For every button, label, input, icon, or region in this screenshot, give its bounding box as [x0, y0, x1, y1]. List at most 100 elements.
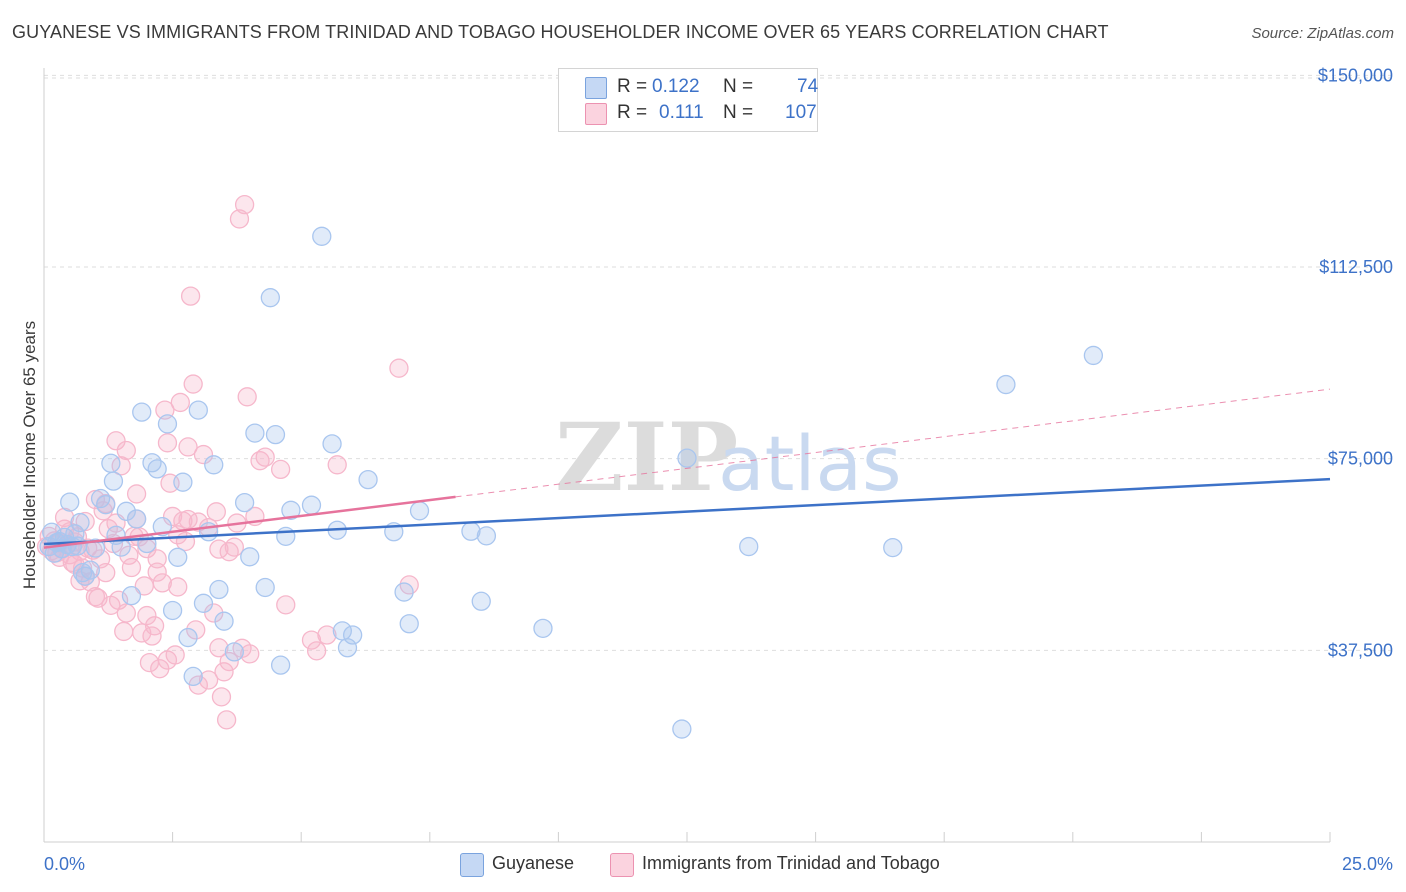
guyanese-point: [260, 288, 280, 308]
trinidad-point: [198, 670, 219, 690]
trinidad-point: [183, 374, 203, 394]
guyanese-point: [204, 455, 224, 475]
trinidad-point: [224, 537, 244, 557]
bottom-legend-swatch-trinidad: [610, 853, 634, 877]
guyanese-point: [672, 719, 692, 739]
guyanese-point: [342, 625, 363, 645]
guyanese-point: [90, 488, 111, 509]
legend-n-value: 74: [797, 76, 819, 97]
legend-r-label: R =: [617, 102, 648, 123]
series-guyanese-points: [39, 226, 1104, 739]
trinidad-trend-line: [43, 495, 456, 549]
y-tick-label: $75,000: [1328, 449, 1393, 469]
guyanese-point: [67, 536, 88, 556]
trinidad-point: [306, 641, 327, 661]
guyanese-point: [75, 566, 95, 586]
guyanese-point: [183, 666, 203, 687]
guyanese-point: [301, 495, 322, 515]
axes: [43, 68, 1331, 843]
trinidad-point: [116, 603, 136, 623]
trinidad-point: [157, 433, 178, 453]
guyanese-point: [224, 642, 244, 662]
trinidad-point: [186, 620, 206, 640]
guyanese-point: [60, 492, 80, 512]
guyanese-point: [358, 469, 378, 490]
guyanese-point: [276, 526, 296, 547]
trinidad-point: [114, 621, 134, 642]
legend-r-value: 0.122: [652, 76, 700, 97]
bottom-legend-label-guyanese: Guyanese: [492, 853, 575, 873]
x-tick-label: 0.0%: [44, 854, 85, 874]
guyanese-trend-line: [43, 477, 1331, 546]
guyanese-point: [72, 562, 93, 583]
trinidad-point: [255, 447, 275, 467]
guyanese-point: [96, 495, 116, 515]
trinidad-point: [327, 455, 347, 475]
trinidad-point: [206, 502, 226, 522]
guyanese-point: [471, 591, 491, 611]
legend-swatch-trinidad: [585, 103, 607, 125]
trinidad-point: [162, 506, 183, 527]
trinidad-point: [137, 605, 157, 626]
guyanese-point: [322, 434, 342, 454]
trinidad-point: [301, 630, 322, 650]
trinidad-point: [121, 557, 142, 578]
trinidad-point: [317, 625, 337, 645]
guyanese-point: [70, 512, 90, 533]
trinidad-point: [170, 392, 190, 413]
guyanese-point: [245, 423, 265, 443]
bottom-legend-label-trinidad: Immigrants from Trinidad and Tobago: [642, 853, 940, 873]
guyanese-point: [147, 459, 167, 479]
trinidad-point: [168, 577, 188, 597]
trinidad-point: [211, 687, 232, 707]
trinidad-point: [216, 710, 237, 730]
trinidad-point: [178, 437, 198, 457]
trinidad-point: [180, 286, 201, 306]
tick-labels: $37,500 $75,000 $112,500 $150,000 0.0% 25.0%: [44, 65, 1393, 874]
guyanese-point: [116, 501, 136, 521]
trinidad-point: [119, 545, 139, 565]
guyanese-point: [476, 526, 497, 546]
guyanese-point: [1083, 345, 1104, 366]
trinidad-point: [178, 509, 198, 530]
trinidad-point: [250, 451, 270, 471]
legend-swatch-guyanese: [585, 77, 607, 99]
guyanese-point: [137, 533, 157, 554]
guyanese-point: [157, 414, 178, 434]
guyanese-point: [234, 492, 255, 513]
trinidad-point: [85, 587, 106, 607]
guyanese-point: [103, 471, 124, 491]
guyanese-point: [996, 374, 1016, 395]
watermark: ZIP atlas: [555, 403, 902, 513]
guyanese-point: [193, 593, 214, 613]
trinidad-point: [237, 387, 257, 407]
trinidad-point: [209, 539, 229, 559]
legend-n-label: N =: [723, 102, 754, 123]
guyanese-point: [162, 600, 183, 621]
guyanese-point: [409, 501, 430, 521]
guyanese-point: [399, 614, 419, 634]
correlation-legend: R = 0.122 N = 74 R = 0.111 N = 107: [558, 68, 818, 132]
guyanese-point: [240, 547, 260, 567]
guyanese-point: [255, 577, 275, 598]
guyanese-point: [739, 536, 759, 557]
trend-lines: [43, 388, 1331, 549]
guyanese-point: [126, 509, 147, 529]
trinidad-point: [389, 358, 409, 378]
guyanese-point: [394, 582, 414, 602]
trinidad-point: [106, 431, 126, 451]
trinidad-point: [157, 650, 178, 670]
guyanese-point: [168, 547, 188, 567]
source-label: Source: ZipAtlas.com: [1251, 25, 1394, 42]
guyanese-point: [265, 424, 286, 445]
guyanese-point: [533, 618, 553, 639]
trinidad-point: [152, 573, 172, 593]
x-tick-label: 25.0%: [1342, 854, 1393, 874]
trinidad-point: [147, 562, 167, 582]
guyanese-point: [214, 611, 234, 631]
trinidad-point: [204, 603, 224, 623]
trinidad-point: [144, 616, 165, 636]
guyanese-point: [337, 638, 358, 658]
y-tick-label: $37,500: [1328, 640, 1393, 660]
legend-n-label: N =: [723, 76, 754, 97]
